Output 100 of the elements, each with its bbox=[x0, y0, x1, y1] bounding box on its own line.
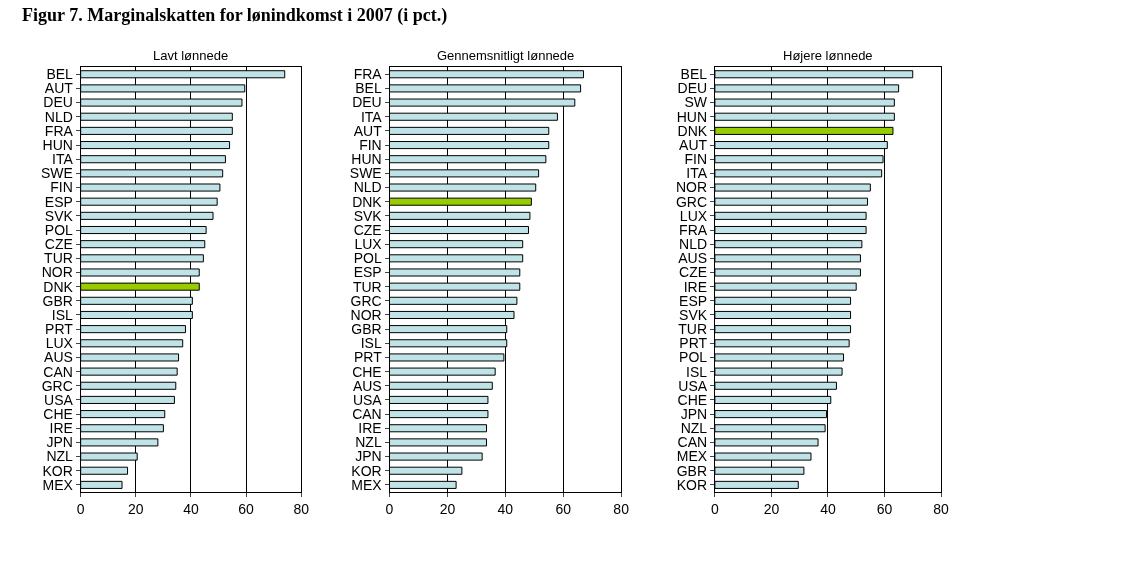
y-tick-label: KOR bbox=[351, 462, 382, 479]
y-tick-label: AUT bbox=[353, 122, 383, 139]
y-tick-label: SVK bbox=[44, 207, 74, 224]
y-tick-label: PRT bbox=[45, 321, 74, 338]
y-tick-label: ITA bbox=[52, 151, 74, 168]
y-tick-label: ESP bbox=[44, 193, 73, 210]
y-tick-label: MEX bbox=[351, 476, 383, 493]
y-tick-label: GBR bbox=[351, 321, 382, 338]
y-tick-label: USA bbox=[352, 391, 383, 408]
y-tick-label: NOR bbox=[350, 306, 382, 323]
x-tick-label: 20 bbox=[439, 500, 456, 517]
y-tick-label: ISL bbox=[686, 363, 708, 380]
x-tick-label: 60 bbox=[876, 500, 893, 517]
y-tick-label: CHE bbox=[43, 405, 73, 422]
y-tick-label: ITA bbox=[360, 108, 383, 125]
y-tick-label: DEU bbox=[43, 94, 73, 111]
y-tick-label: SVK bbox=[353, 207, 383, 224]
y-tick-label: POL bbox=[353, 250, 382, 267]
y-tick-label: NOR bbox=[675, 179, 708, 196]
y-tick-label: FIN bbox=[50, 179, 73, 196]
x-tick-label: 80 bbox=[613, 500, 630, 517]
y-tick-label: CAN bbox=[43, 363, 73, 380]
y-tick-label: DNK bbox=[43, 278, 74, 295]
y-tick-label: FRA bbox=[44, 122, 74, 139]
y-tick-label: NZL bbox=[355, 434, 382, 451]
y-tick-label: POL bbox=[44, 221, 74, 238]
y-tick-label: ISL bbox=[51, 306, 74, 323]
y-tick-label: AUS bbox=[352, 377, 382, 394]
y-tick-label: FIN bbox=[359, 136, 382, 153]
y-tick-label: GRC bbox=[350, 292, 382, 309]
y-tick-label: JPN bbox=[355, 448, 382, 465]
y-tick-label: JPN bbox=[46, 434, 73, 451]
y-tick-label: MEX bbox=[676, 448, 708, 465]
y-tick-label: PRT bbox=[353, 349, 383, 366]
y-tick-label: ISL bbox=[360, 335, 382, 352]
y-tick-label: BEL bbox=[355, 80, 382, 97]
y-tick-label: CHE bbox=[677, 391, 708, 408]
y-tick-label: HUN bbox=[676, 108, 708, 125]
y-tick-label: HUN bbox=[351, 151, 382, 168]
y-tick-label: CZE bbox=[353, 221, 382, 238]
y-tick-label: BEL bbox=[680, 66, 708, 83]
x-tick-label: 20 bbox=[128, 500, 144, 517]
y-tick-label: AUT bbox=[44, 80, 74, 97]
y-tick-label: ESP bbox=[679, 292, 708, 309]
y-tick-label: POL bbox=[679, 349, 708, 366]
y-tick-label: DEU bbox=[677, 80, 708, 97]
x-tick-label: 0 bbox=[385, 500, 394, 517]
text: Figur 7. Marginalskatten for lønindkomst i 2007 (i pct.) bbox=[22, 5, 448, 26]
y-tick-label: AUS bbox=[678, 250, 708, 267]
y-tick-label: HUN bbox=[42, 136, 73, 153]
y-tick-label: SW bbox=[684, 94, 708, 111]
y-tick-label: LUX bbox=[45, 335, 74, 352]
y-tick-label: CZE bbox=[44, 236, 73, 253]
x-tick-label: 60 bbox=[238, 500, 255, 517]
y-tick-label: NLD bbox=[353, 179, 382, 196]
x-tick-label: 40 bbox=[820, 500, 836, 517]
y-tick-label: FRA bbox=[353, 66, 383, 83]
y-tick-label: AUT bbox=[679, 136, 708, 153]
y-tick-label: CAN bbox=[352, 405, 382, 422]
chart-title: Gennemsnitligt lønnede bbox=[437, 48, 575, 63]
y-tick-label: IRE bbox=[49, 420, 73, 437]
y-tick-label: GRC bbox=[41, 377, 73, 394]
chart-title: Lavt lønnede bbox=[153, 48, 229, 63]
y-tick-label: GBR bbox=[676, 462, 708, 479]
y-tick-label: GRC bbox=[675, 193, 708, 210]
y-tick-label: FRA bbox=[679, 221, 708, 238]
y-tick-label: NOR bbox=[41, 264, 73, 281]
y-tick-label: ITA bbox=[686, 165, 708, 182]
y-tick-label: NZL bbox=[46, 448, 74, 465]
y-tick-label: CZE bbox=[679, 264, 708, 281]
y-tick-label: KOR bbox=[42, 462, 73, 479]
y-tick-label: SVK bbox=[679, 306, 708, 323]
y-tick-label: MEX bbox=[42, 476, 74, 493]
y-tick-label: USA bbox=[678, 377, 708, 394]
y-tick-label: BEL bbox=[46, 66, 74, 83]
y-tick-label: ESP bbox=[353, 264, 382, 281]
y-tick-label: SWE bbox=[40, 165, 73, 182]
y-tick-label: NLD bbox=[44, 108, 73, 125]
y-tick-label: SWE bbox=[349, 165, 382, 182]
y-tick-label: PRT bbox=[679, 335, 708, 352]
y-tick-label: DNK bbox=[352, 193, 383, 210]
x-tick-label: 0 bbox=[76, 500, 85, 517]
x-tick-label: 80 bbox=[933, 500, 949, 517]
y-tick-label: NLD bbox=[679, 236, 708, 253]
y-tick-label: FIN bbox=[684, 151, 708, 168]
y-tick-label: TUR bbox=[352, 278, 382, 295]
y-tick-label: USA bbox=[44, 391, 74, 408]
y-tick-label: DNK bbox=[677, 122, 708, 139]
x-tick-label: 60 bbox=[555, 500, 572, 517]
y-tick-label: CAN bbox=[677, 434, 708, 451]
y-tick-label: AUS bbox=[44, 349, 73, 366]
y-tick-label: KOR bbox=[676, 476, 708, 493]
x-tick-label: 80 bbox=[293, 500, 310, 517]
y-tick-label: NZL bbox=[680, 420, 708, 437]
y-tick-label: TUR bbox=[678, 321, 708, 338]
y-tick-label: LUX bbox=[354, 236, 383, 253]
chart-title: Højere lønnede bbox=[783, 48, 873, 63]
y-tick-label: GBR bbox=[42, 292, 73, 309]
y-tick-label: CHE bbox=[352, 363, 382, 380]
x-tick-label: 20 bbox=[763, 500, 780, 517]
